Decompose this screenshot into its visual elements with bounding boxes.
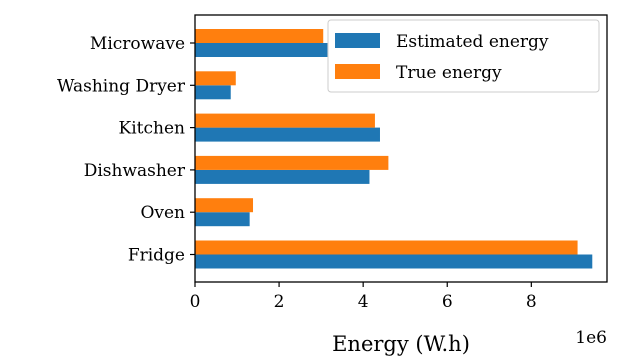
x-tick-label-0: 0 bbox=[190, 292, 201, 312]
legend-label-true-energy: True energy bbox=[396, 63, 502, 83]
bar-true-energy-microwave bbox=[195, 29, 324, 43]
y-axis: Fridge Oven Dishwasher Kitchen Washing Dryer… bbox=[57, 34, 195, 266]
x-axis-label: Energy (W.h) bbox=[332, 332, 470, 356]
x-tick-label-8: 8 bbox=[526, 292, 537, 312]
plot-frame bbox=[194, 14, 608, 283]
x-axis: 0 2 4 6 8 bbox=[190, 282, 537, 312]
bar-estimated-energy-fridge bbox=[195, 254, 593, 269]
bar-estimated-energy-oven bbox=[195, 212, 250, 227]
bar-true-energy-oven bbox=[195, 198, 254, 213]
y-tick-label-microwave: Microwave bbox=[90, 34, 185, 54]
y-tick-label-fridge: Fridge bbox=[128, 246, 185, 266]
legend-box bbox=[327, 19, 600, 93]
x-tick-label-6: 6 bbox=[442, 292, 453, 312]
legend-label-estimated-energy: Estimated energy bbox=[396, 32, 549, 52]
bars-layer bbox=[195, 29, 593, 269]
legend-swatch-estimated-energy bbox=[335, 33, 380, 48]
x-tick-label-2: 2 bbox=[274, 292, 285, 312]
bar-true-energy-washing-dryer bbox=[195, 71, 236, 86]
bar-estimated-energy-washing-dryer bbox=[195, 85, 231, 100]
bar-true-energy-fridge bbox=[195, 240, 578, 255]
x-tick-label-4: 4 bbox=[358, 292, 369, 312]
y-tick-label-dishwasher: Dishwasher bbox=[84, 161, 186, 181]
y-tick-label-washing-dryer: Washing Dryer bbox=[57, 76, 186, 96]
y-tick-label-oven: Oven bbox=[140, 203, 185, 223]
legend-swatch-true-energy bbox=[335, 64, 380, 79]
bar-true-energy-kitchen bbox=[195, 113, 375, 128]
y-tick-label-kitchen: Kitchen bbox=[119, 119, 185, 139]
bar-estimated-energy-dishwasher bbox=[195, 169, 370, 184]
bar-true-energy-dishwasher bbox=[195, 155, 389, 170]
x-axis-offset-label: 1e6 bbox=[575, 328, 607, 348]
legend: Estimated energy True energy bbox=[327, 19, 600, 93]
bar-estimated-energy-microwave bbox=[195, 43, 328, 57]
bar-estimated-energy-kitchen bbox=[195, 127, 380, 142]
